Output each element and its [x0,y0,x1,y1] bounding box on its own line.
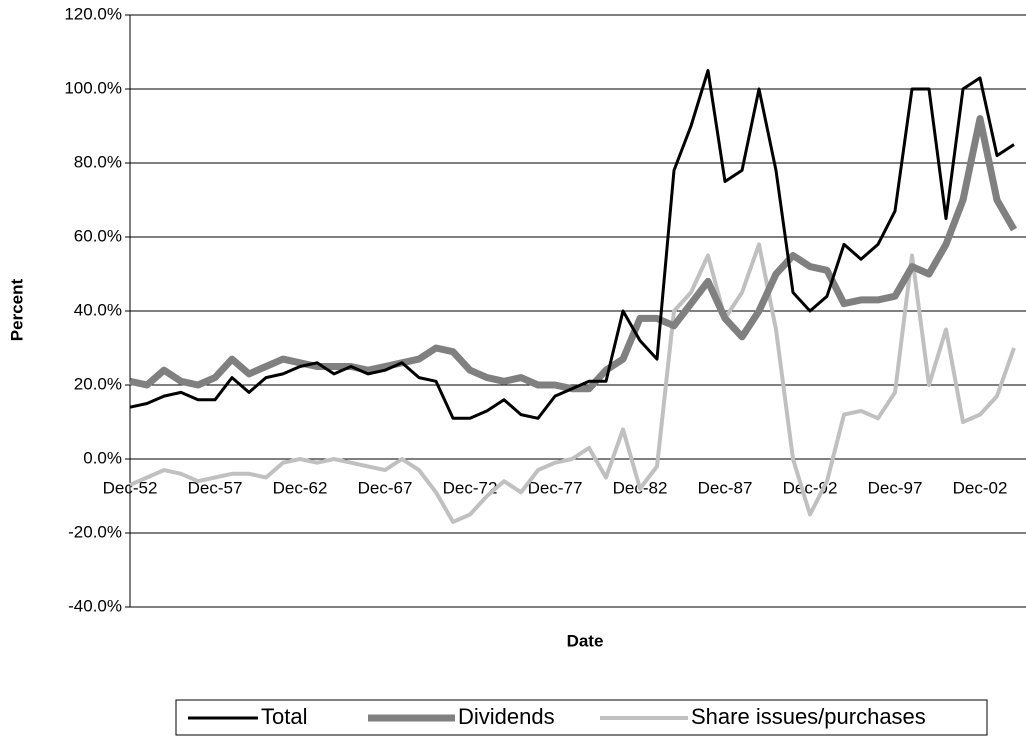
x-tick-label: Dec-02 [953,478,1008,497]
y-tick-label: 0.0% [83,448,122,467]
legend-label: Dividends [458,704,555,729]
x-tick-label: Dec-52 [103,478,158,497]
y-tick-label: 100.0% [64,78,122,97]
y-tick-label: 120.0% [64,4,122,23]
x-tick-label: Dec-77 [528,478,583,497]
y-tick-label: -40.0% [68,596,122,615]
x-axis-title: Date [567,631,604,650]
x-tick-label: Dec-62 [273,478,328,497]
data-line [129,69,1015,420]
legend-label: Total [261,704,307,729]
y-axis-title: Percent [7,278,26,341]
legend-box [175,699,988,736]
legend-label: Share issues/purchases [691,704,926,729]
x-tick-label: Dec-97 [868,478,923,497]
y-tick-label: 80.0% [74,152,122,171]
y-tick-label: 20.0% [74,374,122,393]
x-tick-label: Dec-92 [783,478,838,497]
y-tick-label: 60.0% [74,226,122,245]
data-line [129,115,1018,393]
data-line [129,242,1016,524]
y-tick-label: 40.0% [74,300,122,319]
x-tick-label: Dec-87 [698,478,753,497]
y-tick-label: -20.0% [68,522,122,541]
x-tick-label: Dec-57 [188,478,243,497]
x-tick-label: Dec-72 [443,478,498,497]
x-tick-label: Dec-67 [358,478,413,497]
